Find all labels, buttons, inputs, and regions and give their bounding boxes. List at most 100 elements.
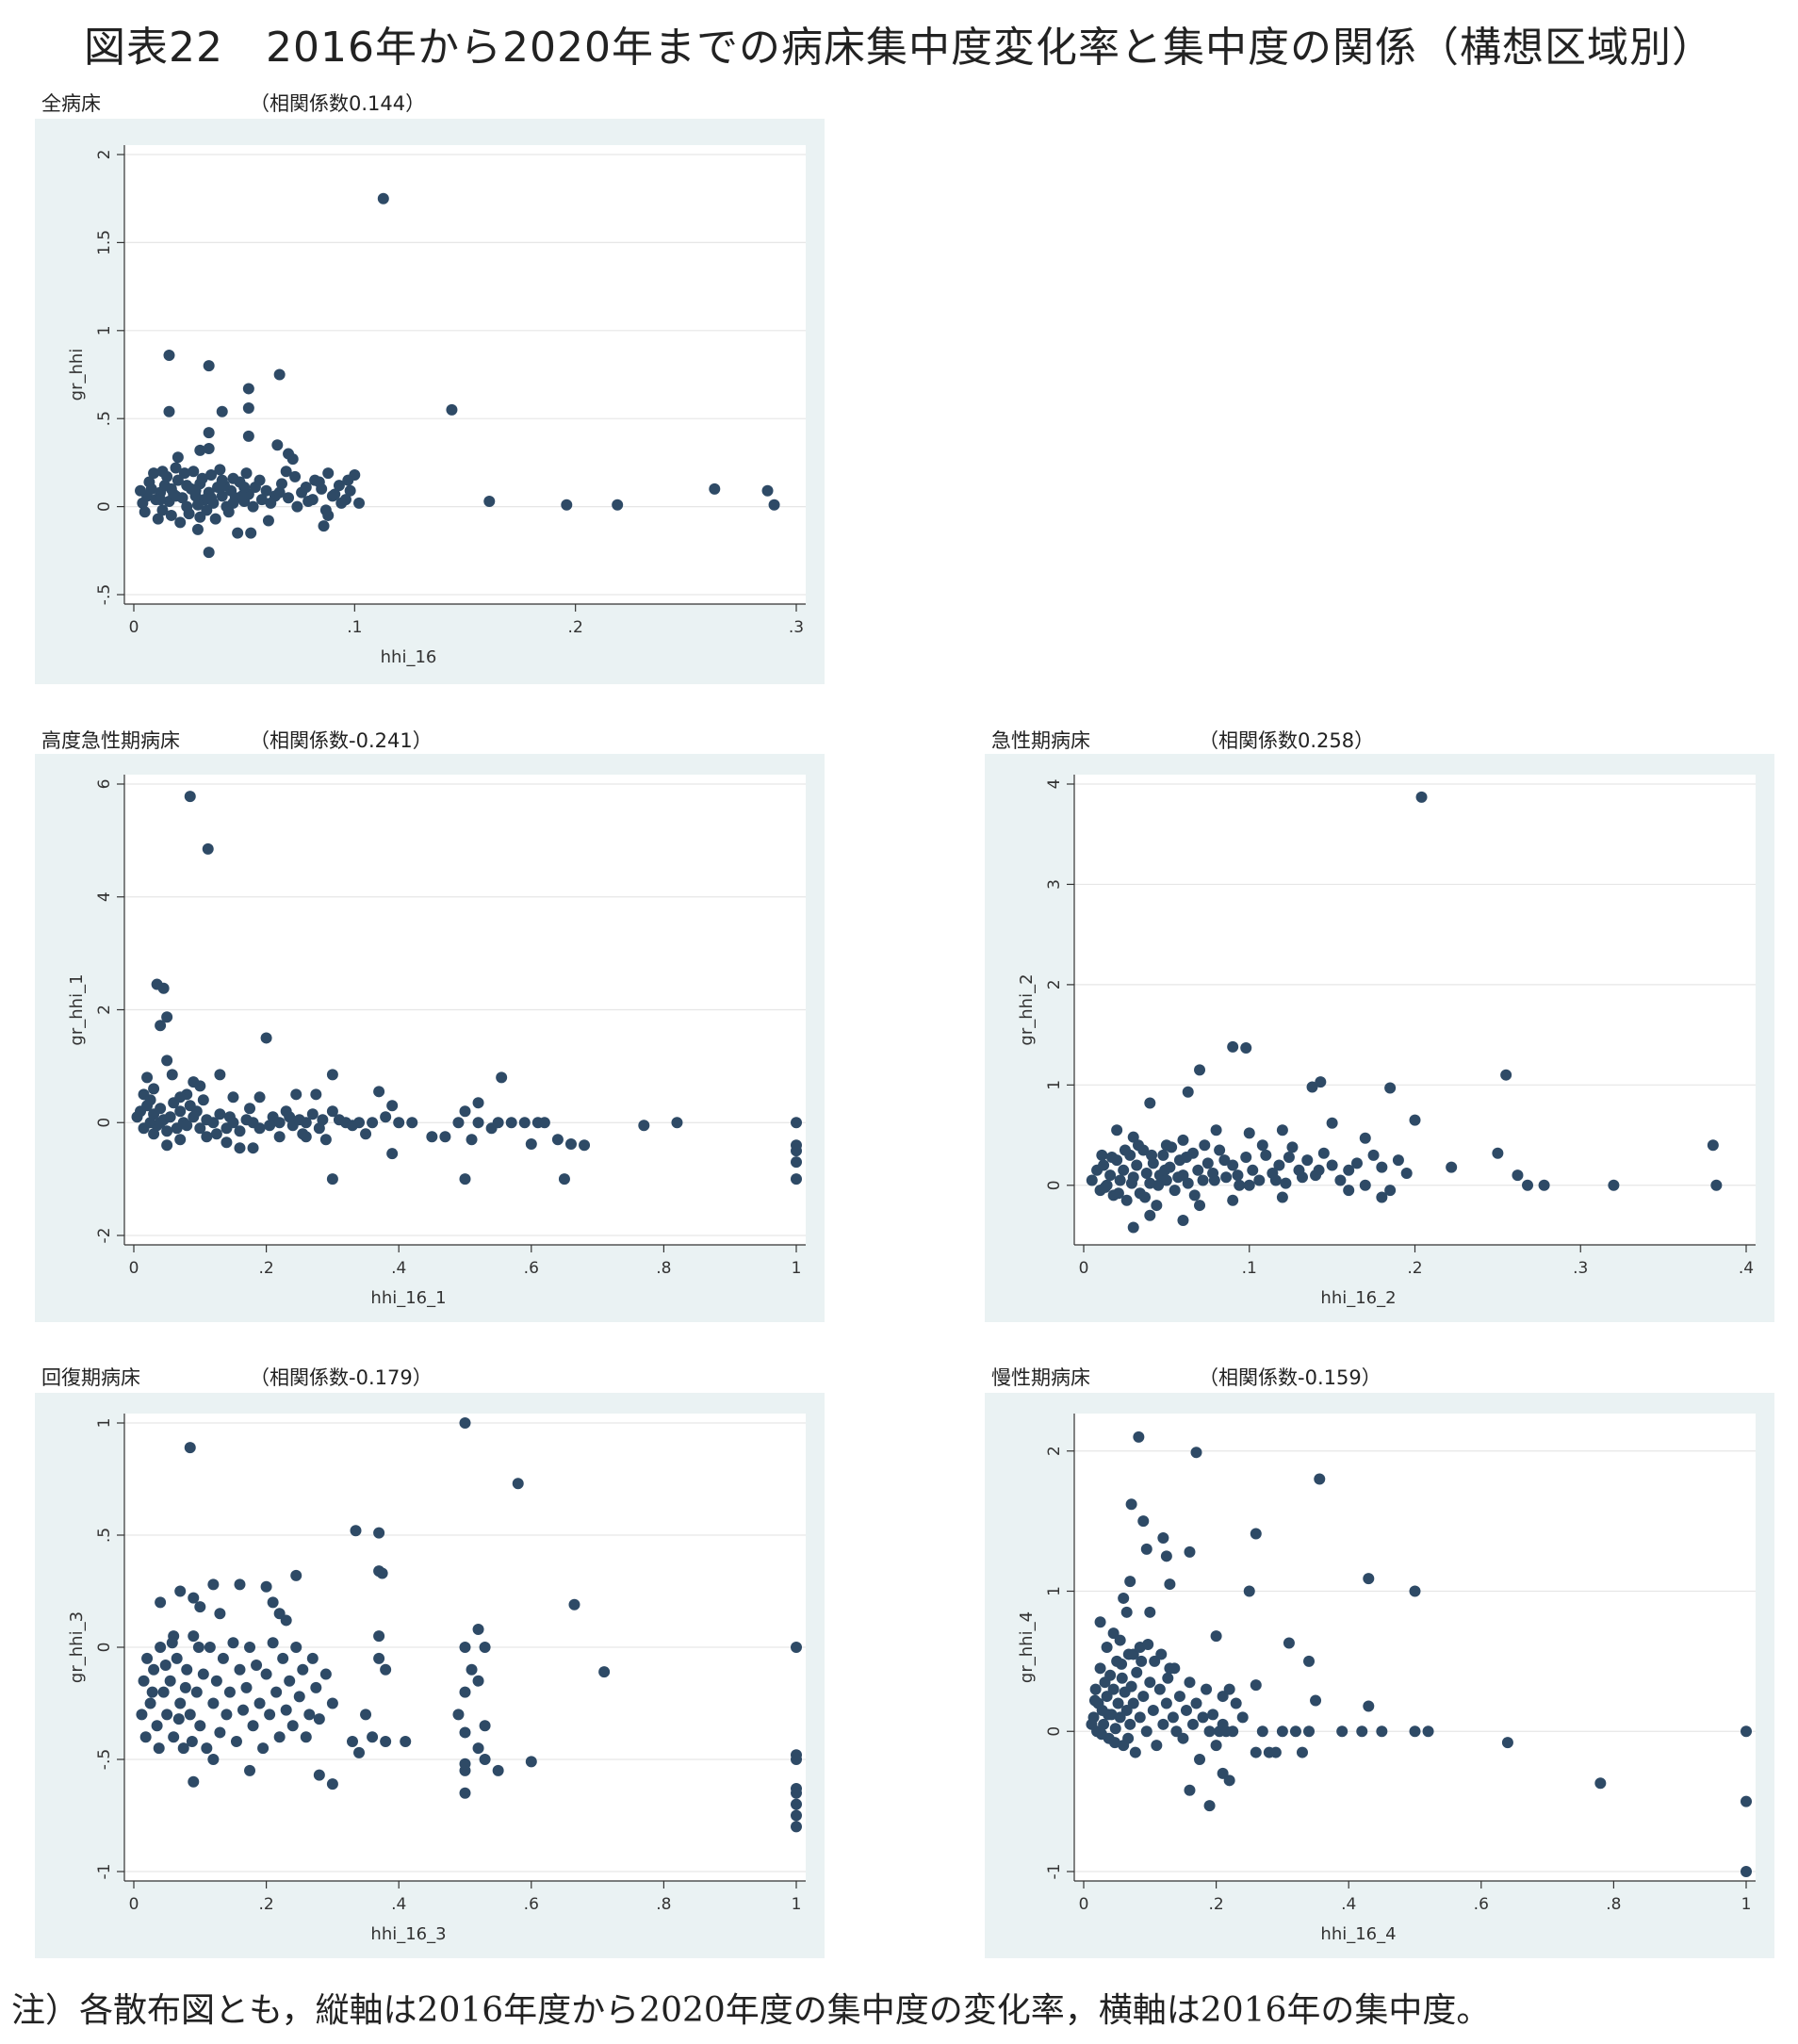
data-point <box>1303 1725 1316 1738</box>
x-tick-label: 0 <box>1079 1895 1089 1914</box>
data-point <box>1283 1637 1295 1649</box>
data-point <box>151 1720 163 1732</box>
y-axis-title: gr_hhi_3 <box>67 1611 87 1683</box>
data-point <box>1501 1737 1513 1749</box>
data-point <box>1182 1177 1194 1189</box>
data-point <box>244 1103 256 1115</box>
data-point <box>1194 1754 1206 1765</box>
data-point <box>184 1442 196 1454</box>
panel-label: 回復期病床 <box>41 1366 140 1389</box>
x-tick-label: .8 <box>656 1259 671 1278</box>
x-tick-label: .2 <box>568 618 583 637</box>
data-point <box>184 1709 196 1721</box>
data-point <box>230 1735 242 1747</box>
data-point <box>1190 1697 1202 1709</box>
data-point <box>222 506 235 518</box>
data-point <box>1741 1866 1752 1877</box>
data-point <box>148 1128 160 1140</box>
data-point <box>260 484 272 497</box>
data-point <box>201 1131 213 1143</box>
data-point <box>1256 1725 1268 1738</box>
data-point <box>267 1637 279 1649</box>
data-point <box>264 1120 276 1132</box>
data-point <box>262 515 274 527</box>
data-point <box>479 1642 491 1653</box>
data-point <box>1140 1168 1152 1180</box>
x-tick-label: .3 <box>789 618 804 637</box>
data-point <box>204 1642 216 1653</box>
data-point <box>161 1055 173 1067</box>
data-point <box>194 1080 206 1092</box>
data-point <box>472 1675 484 1687</box>
data-point <box>273 368 286 381</box>
data-point <box>1152 1179 1165 1191</box>
data-point <box>148 1083 160 1095</box>
data-point <box>1326 1159 1338 1171</box>
data-point <box>1263 1746 1275 1758</box>
panel-correlation: （相関係数0.144） <box>250 92 426 115</box>
data-point <box>1220 1171 1233 1184</box>
panel-correlation: （相関係数-0.179） <box>250 1366 433 1389</box>
data-point <box>1184 1545 1196 1558</box>
data-point <box>1210 1740 1222 1752</box>
data-point <box>459 1417 471 1429</box>
x-tick-label: .4 <box>1341 1895 1356 1914</box>
data-point <box>452 1117 465 1129</box>
data-point <box>1203 1800 1216 1812</box>
data-point <box>247 1720 259 1732</box>
data-point <box>1112 1187 1124 1200</box>
data-point <box>165 509 177 521</box>
data-point <box>280 1614 292 1627</box>
data-point <box>1127 1221 1139 1234</box>
data-point <box>1111 1124 1123 1136</box>
data-point <box>1384 1185 1397 1197</box>
data-point <box>1210 1124 1222 1136</box>
data-point <box>1260 1149 1272 1161</box>
data-point <box>459 1105 471 1118</box>
data-point <box>240 1681 253 1693</box>
data-point <box>1142 1639 1154 1651</box>
data-point <box>342 474 354 486</box>
data-point <box>155 1103 167 1115</box>
data-point <box>172 1713 185 1725</box>
data-point <box>303 1709 316 1721</box>
data-point <box>286 1720 299 1732</box>
x-tick-label: .2 <box>1208 1895 1223 1914</box>
scatter-plot-all-beds: -.5 0 .5 1 1.5 2 0 .1 .2 .3 hhi_16 gr_hhi <box>35 119 825 684</box>
data-point <box>768 499 780 511</box>
data-point <box>1276 1124 1288 1136</box>
data-point <box>255 494 268 506</box>
x-tick-label: 1 <box>792 1259 802 1278</box>
data-point <box>459 1686 471 1698</box>
y-tick-label: 4 <box>1045 779 1064 790</box>
data-point <box>214 1108 226 1120</box>
data-point <box>326 1105 338 1118</box>
data-point <box>1137 1515 1150 1528</box>
data-point <box>155 1117 167 1129</box>
y-axis-title: gr_hhi_4 <box>1017 1611 1037 1683</box>
data-point <box>202 842 214 855</box>
data-point <box>1384 1082 1397 1094</box>
data-point <box>1250 1679 1262 1692</box>
data-point <box>1218 1154 1231 1167</box>
data-point <box>326 1778 338 1791</box>
data-point <box>1114 1174 1126 1186</box>
data-point <box>564 1138 577 1151</box>
data-point <box>264 1709 276 1721</box>
data-point <box>284 1111 296 1123</box>
data-point <box>1159 1164 1171 1176</box>
data-point <box>1217 1767 1229 1779</box>
data-point <box>1186 1718 1199 1730</box>
data-point <box>313 476 325 488</box>
data-point <box>353 497 366 509</box>
data-point <box>483 495 496 507</box>
data-point <box>310 1681 322 1693</box>
data-point <box>512 1478 524 1490</box>
data-point <box>1086 1174 1098 1186</box>
data-point <box>360 1128 372 1140</box>
data-point <box>1096 1149 1108 1161</box>
data-point <box>1710 1179 1723 1191</box>
data-point <box>136 1709 148 1721</box>
data-point <box>791 1117 802 1129</box>
data-point <box>170 490 182 502</box>
